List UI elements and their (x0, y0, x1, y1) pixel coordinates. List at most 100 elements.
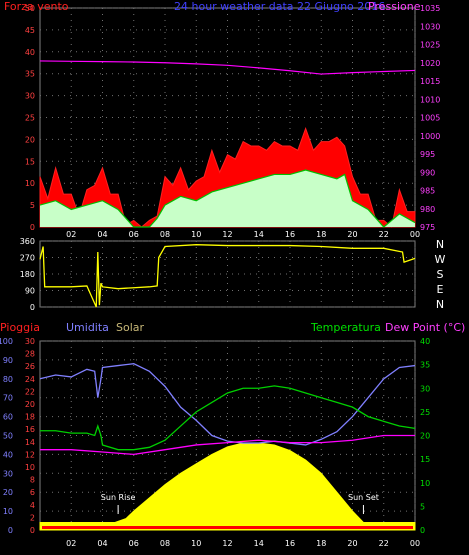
pressure-tick-label: 995 (420, 150, 435, 159)
wind-left-ticks: 0 5 10 15 20 25 30 35 40 45 50 (25, 4, 35, 232)
x-tick-label: 02 (66, 539, 76, 548)
umidita-tick-label: 100 (0, 337, 13, 346)
compass-label: N (436, 238, 444, 251)
x-tick-label: 14 (254, 230, 264, 239)
direction-tick-label: 360 (20, 237, 35, 246)
temperatura-tick-label: 15 (420, 455, 430, 464)
compass-label: E (437, 283, 444, 296)
sun-annotation: Sun Rise (101, 493, 136, 502)
climate-x-ticks: 02 04 06 08 10 12 14 16 18 20 22 00 (66, 539, 420, 548)
x-tick-label: 10 (191, 230, 201, 239)
wind-direction-line (39, 244, 416, 308)
pioggia-tick-label: 10 (25, 463, 35, 472)
dew-point-line (40, 434, 415, 456)
x-tick-label: 08 (160, 539, 170, 548)
x-tick-label: 18 (316, 230, 326, 239)
umidita-ticks: 0 10 20 30 40 50 60 70 80 90 100 (0, 337, 13, 535)
x-tick-label: 22 (379, 539, 389, 548)
direction-tick-label: 180 (20, 270, 35, 279)
pioggia-tick-label: 26 (25, 362, 35, 371)
umidita-line (39, 363, 416, 446)
pressure-tick-label: 1005 (420, 114, 440, 123)
umidita-tick-label: 30 (3, 469, 13, 478)
x-tick-label: 20 (347, 539, 357, 548)
temperatura-tick-label: 30 (420, 384, 430, 393)
pioggia-label: Pioggia (0, 321, 40, 334)
pressure-tick-label: 980 (420, 205, 435, 214)
wind-tick-label: 15 (25, 157, 35, 166)
pressure-tick-label: 975 (420, 223, 435, 232)
x-tick-label: 04 (97, 539, 107, 548)
umidita-tick-label: 80 (3, 375, 13, 384)
direction-ticks: 360 270 180 90 0 (20, 237, 35, 312)
pressure-tick-label: 990 (420, 168, 435, 177)
direction-tick-label: 270 (20, 254, 35, 263)
average-wind-line (39, 169, 416, 228)
x-tick-label: 06 (129, 539, 139, 548)
pressure-tick-label: 1035 (420, 4, 440, 13)
x-tick-label: 06 (129, 230, 139, 239)
pioggia-tick-label: 6 (30, 488, 35, 497)
umidita-tick-label: 20 (3, 488, 13, 497)
umidita-tick-label: 60 (3, 413, 13, 422)
temperatura-tick-label: 20 (420, 432, 430, 441)
x-tick-label: 16 (285, 539, 295, 548)
temperatura-tick-label: 35 (420, 361, 430, 370)
pioggia-tick-label: 18 (25, 413, 35, 422)
climate-series (39, 363, 416, 531)
wind-tick-label: 40 (25, 48, 35, 57)
pressure-line (39, 60, 416, 75)
dew-point-label: Dew Point (°C) (385, 321, 465, 334)
direction-series (39, 244, 416, 308)
x-tick-label: 14 (254, 539, 264, 548)
pressure-tick-label: 1000 (420, 132, 440, 141)
wind-tick-label: 20 (25, 135, 35, 144)
compass-label: W (435, 253, 446, 266)
pioggia-bar (42, 526, 413, 529)
temperatura-line (40, 385, 416, 451)
direction-tick-label: 90 (25, 287, 35, 296)
umidita-tick-label: 50 (3, 432, 13, 441)
umidita-tick-label: 90 (3, 356, 13, 365)
x-tick-label: 22 (379, 230, 389, 239)
x-tick-label: 18 (316, 539, 326, 548)
x-tick-label: 10 (191, 539, 201, 548)
direction-grid (40, 240, 416, 308)
pressure-tick-label: 1030 (420, 22, 440, 31)
compass-label: S (437, 268, 444, 281)
pioggia-tick-label: 4 (30, 501, 35, 510)
umidita-tick-label: 70 (3, 394, 13, 403)
pioggia-tick-label: 2 (30, 513, 35, 522)
average-wind-area (40, 170, 415, 227)
pioggia-tick-label: 24 (25, 375, 35, 384)
pioggia-tick-label: 22 (25, 387, 35, 396)
x-tick-label: 12 (222, 539, 232, 548)
pioggia-tick-label: 20 (25, 400, 35, 409)
chart-title: 24 hour weather data 22 Giugno 2016 (174, 0, 385, 13)
pioggia-tick-label: 14 (25, 438, 35, 447)
wind-tick-label: 35 (25, 70, 35, 79)
pioggia-tick-label: 16 (25, 425, 35, 434)
pioggia-tick-label: 8 (30, 476, 35, 485)
pressure-right-ticks: 975 980 985 990 995 1000 1005 1010 1015 1020 1025 1… (420, 4, 440, 232)
wind-tick-label: 30 (25, 92, 35, 101)
wind-left-axis-label: Forza vento (4, 0, 69, 13)
wind-tick-label: 0 (30, 223, 35, 232)
pressure-tick-label: 1025 (420, 41, 440, 50)
compass-label: N (436, 298, 444, 311)
solar-label: Solar (116, 321, 145, 334)
umidita-tick-label: 0 (8, 526, 13, 535)
wind-tick-label: 45 (25, 26, 35, 35)
direction-tick-label: 0 (30, 303, 35, 312)
temperatura-label: Temperatura (310, 321, 381, 334)
x-tick-label: 16 (285, 230, 295, 239)
wind-tick-label: 25 (25, 114, 35, 123)
pioggia-tick-label: 28 (25, 350, 35, 359)
pioggia-tick-label: 0 (30, 526, 35, 535)
wind-tick-label: 5 (30, 201, 35, 210)
